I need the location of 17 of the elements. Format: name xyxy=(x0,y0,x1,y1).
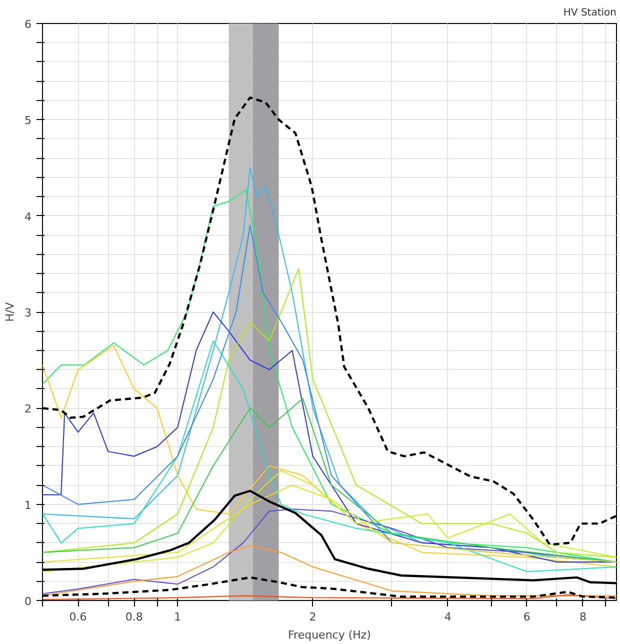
x-tick-label: 2 xyxy=(309,610,316,624)
chart-title: HV Station xyxy=(563,8,617,18)
y-tick-label: 1 xyxy=(24,498,32,512)
x-tick-label: 1 xyxy=(174,610,182,624)
x-tick-label: 6 xyxy=(523,610,530,624)
x-tick-label: 4 xyxy=(444,610,452,624)
y-tick-label: 0 xyxy=(24,595,32,608)
x-axis-title: Frequency (Hz) xyxy=(288,628,371,642)
y-tick-label: 2 xyxy=(24,402,32,416)
x-tick-label: 0.8 xyxy=(125,610,143,624)
y-tick-label: 3 xyxy=(24,306,32,320)
y-axis-title: H/V xyxy=(4,302,16,322)
x-tick-label: 8 xyxy=(580,610,586,624)
y-tick-label: 6 xyxy=(24,18,32,31)
y-tick-label: 4 xyxy=(24,210,32,224)
y-tick-label: 5 xyxy=(24,114,32,128)
x-tick-label: 0.6 xyxy=(69,610,87,624)
